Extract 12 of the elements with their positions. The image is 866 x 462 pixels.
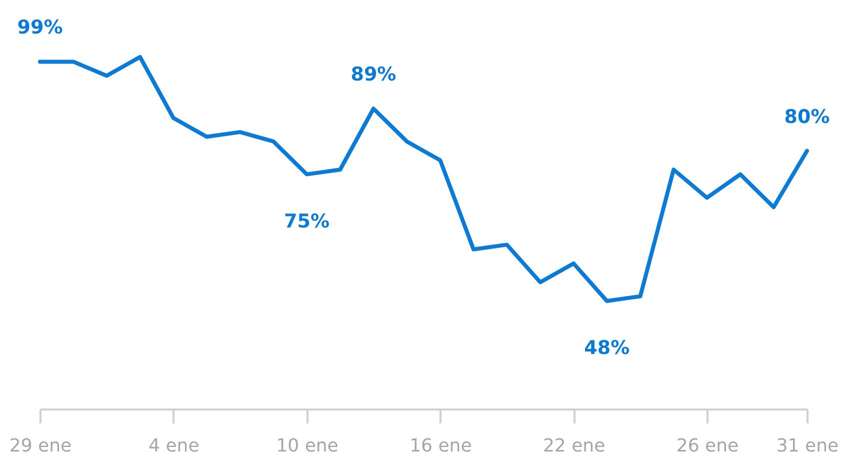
x-tick-label: 26 ene — [676, 436, 739, 456]
x-tick-label: 10 ene — [276, 436, 338, 456]
x-tick-label: 31 ene — [776, 436, 839, 456]
x-tick-label: 29 ene — [9, 436, 72, 456]
data-label: 80% — [784, 106, 830, 128]
data-label: 75% — [284, 210, 330, 232]
x-tick-label: 4 ene — [148, 436, 200, 456]
x-tick-label: 22 ene — [542, 436, 606, 456]
data-label: 89% — [350, 64, 396, 86]
data-label: 48% — [584, 337, 630, 359]
x-tick-label: 16 ene — [410, 436, 472, 456]
data-label: 99% — [17, 16, 63, 39]
